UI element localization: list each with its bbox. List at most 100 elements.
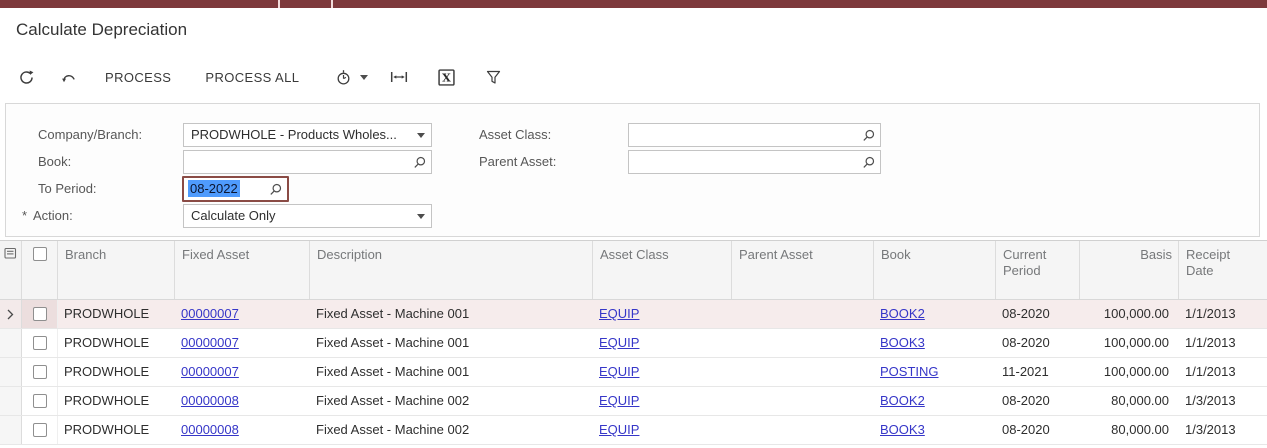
fixed-asset-link[interactable]: 00000008 xyxy=(181,422,239,437)
column-header-asset-class[interactable]: Asset Class xyxy=(593,241,732,299)
row-select-cell xyxy=(22,300,58,328)
book-link[interactable]: BOOK3 xyxy=(880,335,925,350)
to-period-lookup[interactable]: 08-2022 xyxy=(182,176,289,202)
book-link[interactable]: BOOK3 xyxy=(880,422,925,437)
parent-asset-cell xyxy=(732,416,874,444)
top-bar-divider xyxy=(278,0,280,8)
column-header-description[interactable]: Description xyxy=(310,241,593,299)
parent-asset-lookup[interactable] xyxy=(628,150,881,174)
receipt-date-cell: 1/1/2013 xyxy=(1185,306,1236,321)
row-select-cell xyxy=(22,416,58,444)
column-header-parent-asset[interactable]: Parent Asset xyxy=(732,241,874,299)
table-row[interactable]: PRODWHOLE 00000007 Fixed Asset - Machine 0… xyxy=(0,300,1267,329)
select-all-header-cell xyxy=(22,241,58,299)
grid-header: Branch Fixed Asset Description Asset Class P… xyxy=(0,241,1267,300)
cell-book: BOOK3 xyxy=(874,329,996,357)
process-all-button[interactable]: PROCESS ALL xyxy=(203,66,301,89)
table-row[interactable]: PRODWHOLE 00000008 Fixed Asset - Machine 0… xyxy=(0,387,1267,416)
table-row[interactable]: PRODWHOLE 00000007 Fixed Asset - Machine 0… xyxy=(0,358,1267,387)
column-header-fixed-asset[interactable]: Fixed Asset xyxy=(175,241,310,299)
process-button[interactable]: PROCESS xyxy=(103,66,173,89)
book-label: Book: xyxy=(38,154,72,169)
fixed-asset-link[interactable]: 00000007 xyxy=(181,306,239,321)
export-excel-button[interactable]: X xyxy=(436,65,457,90)
cell-book: BOOK3 xyxy=(874,416,996,444)
row-checkbox[interactable] xyxy=(32,307,47,321)
branch-cell: PRODWHOLE xyxy=(64,306,150,321)
fixed-asset-link[interactable]: 00000007 xyxy=(181,335,239,350)
magnifier-icon[interactable] xyxy=(862,129,875,142)
column-header-book[interactable]: Book xyxy=(874,241,996,299)
book-link[interactable]: BOOK2 xyxy=(880,393,925,408)
filter-funnel-icon xyxy=(487,70,501,84)
book-link[interactable]: POSTING xyxy=(880,364,939,379)
undo-button[interactable] xyxy=(59,67,79,88)
action-select[interactable]: Calculate Only xyxy=(183,204,432,228)
cell-fixed-asset: 00000008 xyxy=(175,387,310,415)
row-settings-header-cell[interactable] xyxy=(0,241,22,299)
branch-cell: PRODWHOLE xyxy=(64,335,150,350)
selected-row-chevron-icon xyxy=(7,309,14,319)
current-period-cell: 08-2020 xyxy=(1002,422,1050,437)
row-checkbox[interactable] xyxy=(32,394,47,408)
schedule-button[interactable] xyxy=(333,65,370,90)
asset-class-link[interactable]: EQUIP xyxy=(599,306,640,321)
fixed-asset-link[interactable]: 00000008 xyxy=(181,393,239,408)
asset-class-link[interactable]: EQUIP xyxy=(599,422,640,437)
cell-asset-class: EQUIP xyxy=(593,358,732,386)
description-cell: Fixed Asset - Machine 002 xyxy=(316,422,470,437)
row-indicator-cell xyxy=(0,300,22,328)
book-input[interactable] xyxy=(184,151,431,173)
page-title: Calculate Depreciation xyxy=(16,20,188,39)
row-settings-icon xyxy=(4,247,17,259)
fixed-asset-link[interactable]: 00000007 xyxy=(181,364,239,379)
receipt-date-cell: 1/1/2013 xyxy=(1185,335,1236,350)
row-indicator-cell xyxy=(0,416,22,444)
row-checkbox[interactable] xyxy=(32,365,47,379)
clock-icon xyxy=(337,69,350,85)
magnifier-icon[interactable] xyxy=(862,156,875,169)
asset-class-input[interactable] xyxy=(629,124,880,146)
asset-class-link[interactable]: EQUIP xyxy=(599,364,640,379)
cell-fixed-asset: 00000007 xyxy=(175,329,310,357)
basis-cell: 80,000.00 xyxy=(1111,422,1169,437)
book-lookup[interactable] xyxy=(183,150,432,174)
row-checkbox[interactable] xyxy=(32,423,47,437)
depreciation-grid: Branch Fixed Asset Description Asset Class P… xyxy=(0,240,1267,445)
to-period-value: 08-2022 xyxy=(188,180,240,197)
current-period-cell: 08-2020 xyxy=(1002,335,1050,350)
row-select-cell xyxy=(22,358,58,386)
cell-asset-class: EQUIP xyxy=(593,300,732,328)
basis-cell: 100,000.00 xyxy=(1103,335,1169,350)
table-row[interactable]: PRODWHOLE 00000008 Fixed Asset - Machine 0… xyxy=(0,416,1267,445)
fit-width-icon xyxy=(391,72,408,82)
excel-export-icon: X xyxy=(438,68,456,86)
filter-button[interactable] xyxy=(484,66,503,89)
column-header-current-period[interactable]: Current Period xyxy=(996,241,1080,299)
book-link[interactable]: BOOK2 xyxy=(880,306,925,321)
parent-asset-input[interactable] xyxy=(629,151,880,173)
row-checkbox[interactable] xyxy=(32,336,47,350)
asset-class-link[interactable]: EQUIP xyxy=(599,393,640,408)
asset-class-lookup[interactable] xyxy=(628,123,881,147)
parent-asset-cell xyxy=(732,329,874,357)
basis-cell: 100,000.00 xyxy=(1103,306,1169,321)
cell-fixed-asset: 00000008 xyxy=(175,416,310,444)
company-branch-select[interactable]: PRODWHOLE - Products Wholes... xyxy=(183,123,432,147)
magnifier-icon[interactable] xyxy=(413,156,426,169)
select-all-checkbox[interactable] xyxy=(32,247,47,261)
column-header-branch[interactable]: Branch xyxy=(58,241,175,299)
chevron-down-icon xyxy=(417,133,425,138)
basis-cell: 80,000.00 xyxy=(1111,393,1169,408)
fit-width-button[interactable] xyxy=(388,66,410,88)
table-row[interactable]: PRODWHOLE 00000007 Fixed Asset - Machine 0… xyxy=(0,329,1267,358)
cell-asset-class: EQUIP xyxy=(593,329,732,357)
magnifier-icon[interactable] xyxy=(269,183,282,196)
column-header-basis[interactable]: Basis xyxy=(1080,241,1179,299)
column-header-receipt-date[interactable]: Receipt Date xyxy=(1186,247,1231,278)
asset-class-link[interactable]: EQUIP xyxy=(599,335,640,350)
parent-asset-cell xyxy=(732,358,874,386)
cell-book: POSTING xyxy=(874,358,996,386)
description-cell: Fixed Asset - Machine 001 xyxy=(316,335,470,350)
refresh-button[interactable] xyxy=(16,65,37,90)
